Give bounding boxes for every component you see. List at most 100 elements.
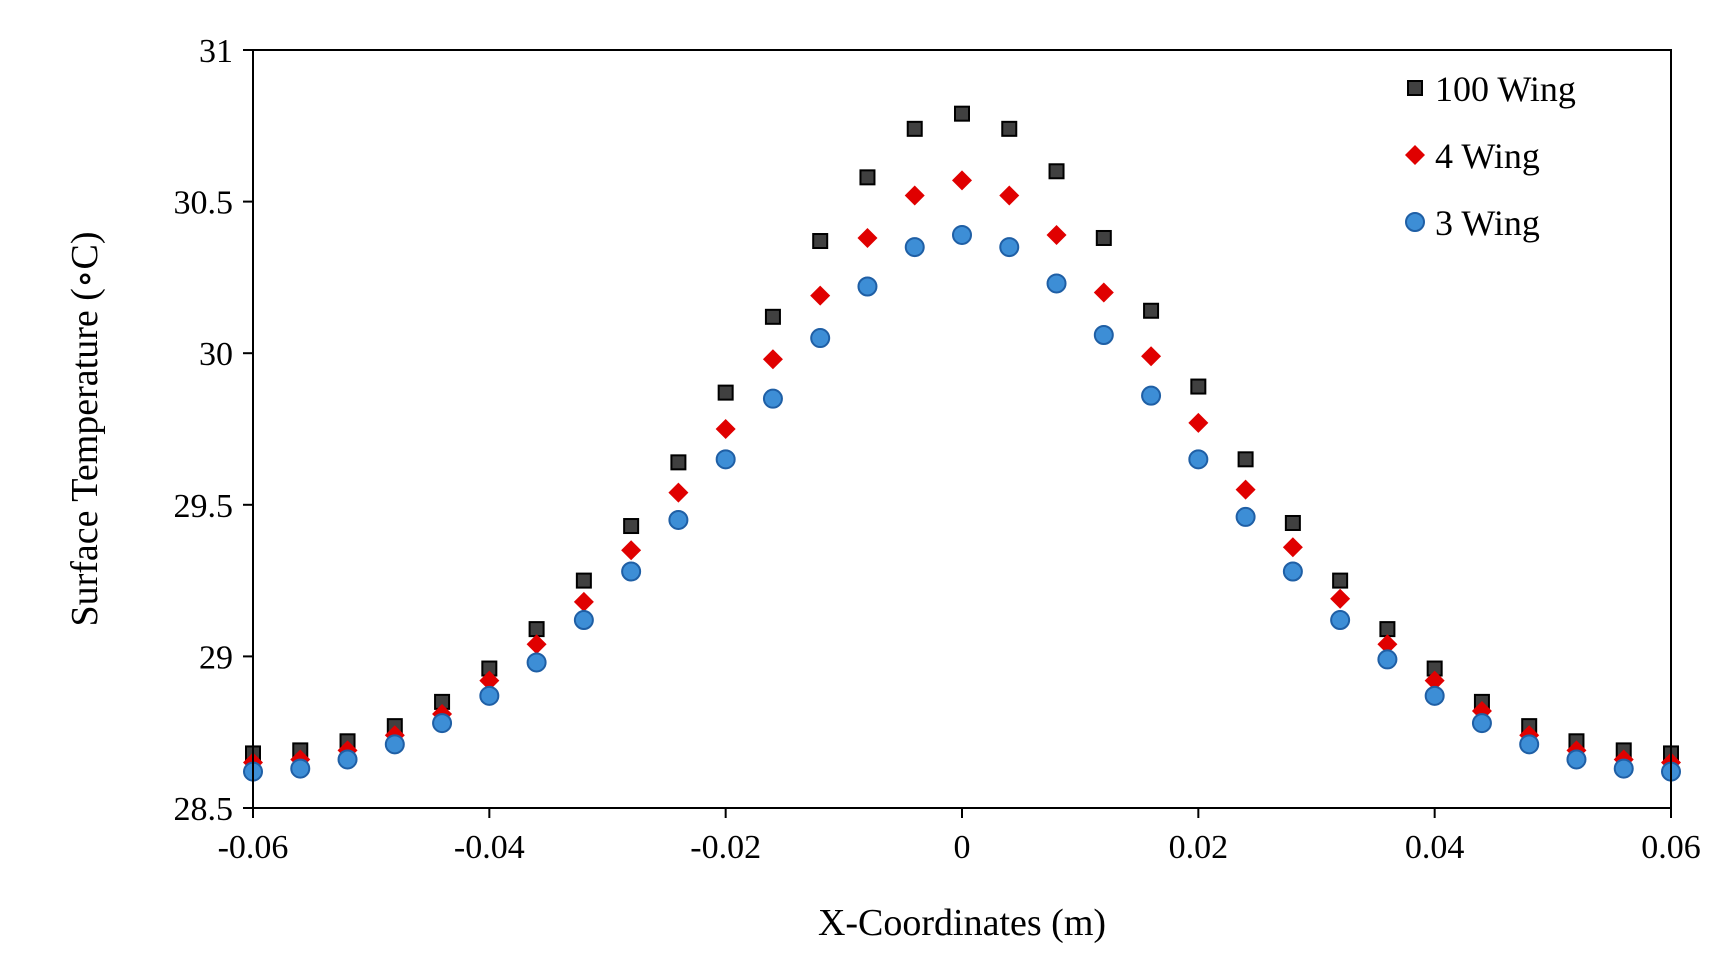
x-tick-label: -0.04 [454, 829, 525, 866]
data-point [952, 224, 972, 245]
data-point [1519, 734, 1540, 755]
data-point [859, 169, 876, 186]
data-point [715, 449, 736, 470]
x-tick-label: 0.02 [1169, 829, 1229, 866]
data-point [1190, 378, 1207, 395]
legend: 100 Wing 4 Wing 3 Wing [1405, 69, 1576, 243]
data-point [810, 285, 831, 306]
data-point [1093, 282, 1114, 303]
data-point [1188, 449, 1209, 470]
data-point [1424, 685, 1445, 706]
data-point [1143, 302, 1160, 319]
data-point [575, 572, 592, 589]
data-point [1188, 412, 1209, 433]
data-point [526, 652, 547, 673]
data-point [1141, 385, 1162, 406]
data-point [1377, 634, 1398, 655]
axis-ticks: -0.06 -0.04 -0.02 0 0.02 0.04 0.06 28.5 29 29.5 30… [174, 33, 1701, 866]
y-tick-label: 29.5 [174, 488, 234, 525]
data-point [1471, 713, 1492, 734]
data-point [1330, 588, 1351, 609]
x-tick-label: 0.04 [1405, 829, 1465, 866]
x-tick-label: 0 [954, 829, 971, 866]
y-tick-label: 30 [199, 336, 233, 373]
data-point [1566, 749, 1587, 770]
data-point [1001, 120, 1018, 137]
data-point [1237, 451, 1254, 468]
data-point [1282, 537, 1303, 558]
legend-marker [1405, 145, 1425, 165]
data-point [1379, 621, 1396, 638]
data-point [1282, 561, 1303, 582]
legend-label: 3 Wing [1435, 203, 1540, 243]
data-point [762, 388, 783, 409]
data-point [1141, 346, 1162, 367]
data-point [1046, 273, 1067, 294]
data-point [526, 634, 547, 655]
data-point [668, 482, 689, 503]
legend-marker [1407, 80, 1423, 96]
data-point [1424, 670, 1445, 691]
data-point [999, 185, 1020, 206]
data-point [1048, 163, 1065, 180]
data-point [623, 518, 640, 535]
data-point [337, 749, 358, 770]
x-tick-label: -0.02 [690, 829, 761, 866]
legend-label: 4 Wing [1435, 136, 1540, 176]
legend-marker [1405, 212, 1425, 232]
data-series [243, 105, 1681, 782]
y-tick-label: 29 [199, 639, 233, 676]
data-point [857, 227, 878, 248]
data-point [290, 758, 311, 779]
data-point [1235, 506, 1256, 527]
data-point [857, 276, 878, 297]
y-tick-label: 31 [199, 33, 233, 70]
data-point [1284, 514, 1301, 531]
data-point [999, 237, 1020, 258]
data-point [1377, 649, 1398, 670]
data-point [906, 120, 923, 137]
data-point [1235, 479, 1256, 500]
data-point [1046, 224, 1067, 245]
data-point [1332, 572, 1349, 589]
plot-area-frame [252, 49, 1672, 809]
data-point [479, 670, 500, 691]
data-point [668, 509, 689, 530]
data-point [904, 237, 925, 258]
x-tick-label: -0.06 [218, 829, 289, 866]
legend-item: 4 Wing [1405, 136, 1540, 176]
legend-item: 3 Wing [1405, 203, 1540, 243]
data-point [1613, 758, 1634, 779]
data-point [670, 454, 687, 471]
data-point [715, 419, 736, 439]
data-point [762, 349, 783, 370]
legend-item: 100 Wing [1407, 69, 1576, 109]
data-point [479, 685, 500, 706]
data-point [810, 328, 831, 349]
data-point [1095, 229, 1112, 246]
y-tick-label: 28.5 [174, 791, 234, 828]
data-point [812, 233, 829, 250]
legend-label: 100 Wing [1435, 69, 1576, 109]
series-3-wing [243, 224, 1681, 782]
data-point [1330, 610, 1351, 631]
data-point [621, 540, 642, 561]
data-point [1093, 325, 1114, 346]
y-axis-title: Surface Temperature (∘C) [64, 231, 106, 626]
data-point [717, 384, 734, 401]
x-axis-title: X-Coordinates (m) [818, 902, 1106, 944]
data-point [432, 713, 453, 734]
data-point [621, 561, 642, 582]
data-point [384, 734, 405, 755]
data-point [952, 170, 972, 191]
data-point [573, 591, 594, 612]
x-tick-label: 0.06 [1641, 829, 1701, 866]
data-point [954, 105, 970, 122]
data-point [904, 185, 925, 206]
data-point [528, 621, 545, 638]
data-point [764, 308, 781, 325]
data-point [573, 610, 594, 631]
y-tick-label: 30.5 [174, 185, 234, 222]
